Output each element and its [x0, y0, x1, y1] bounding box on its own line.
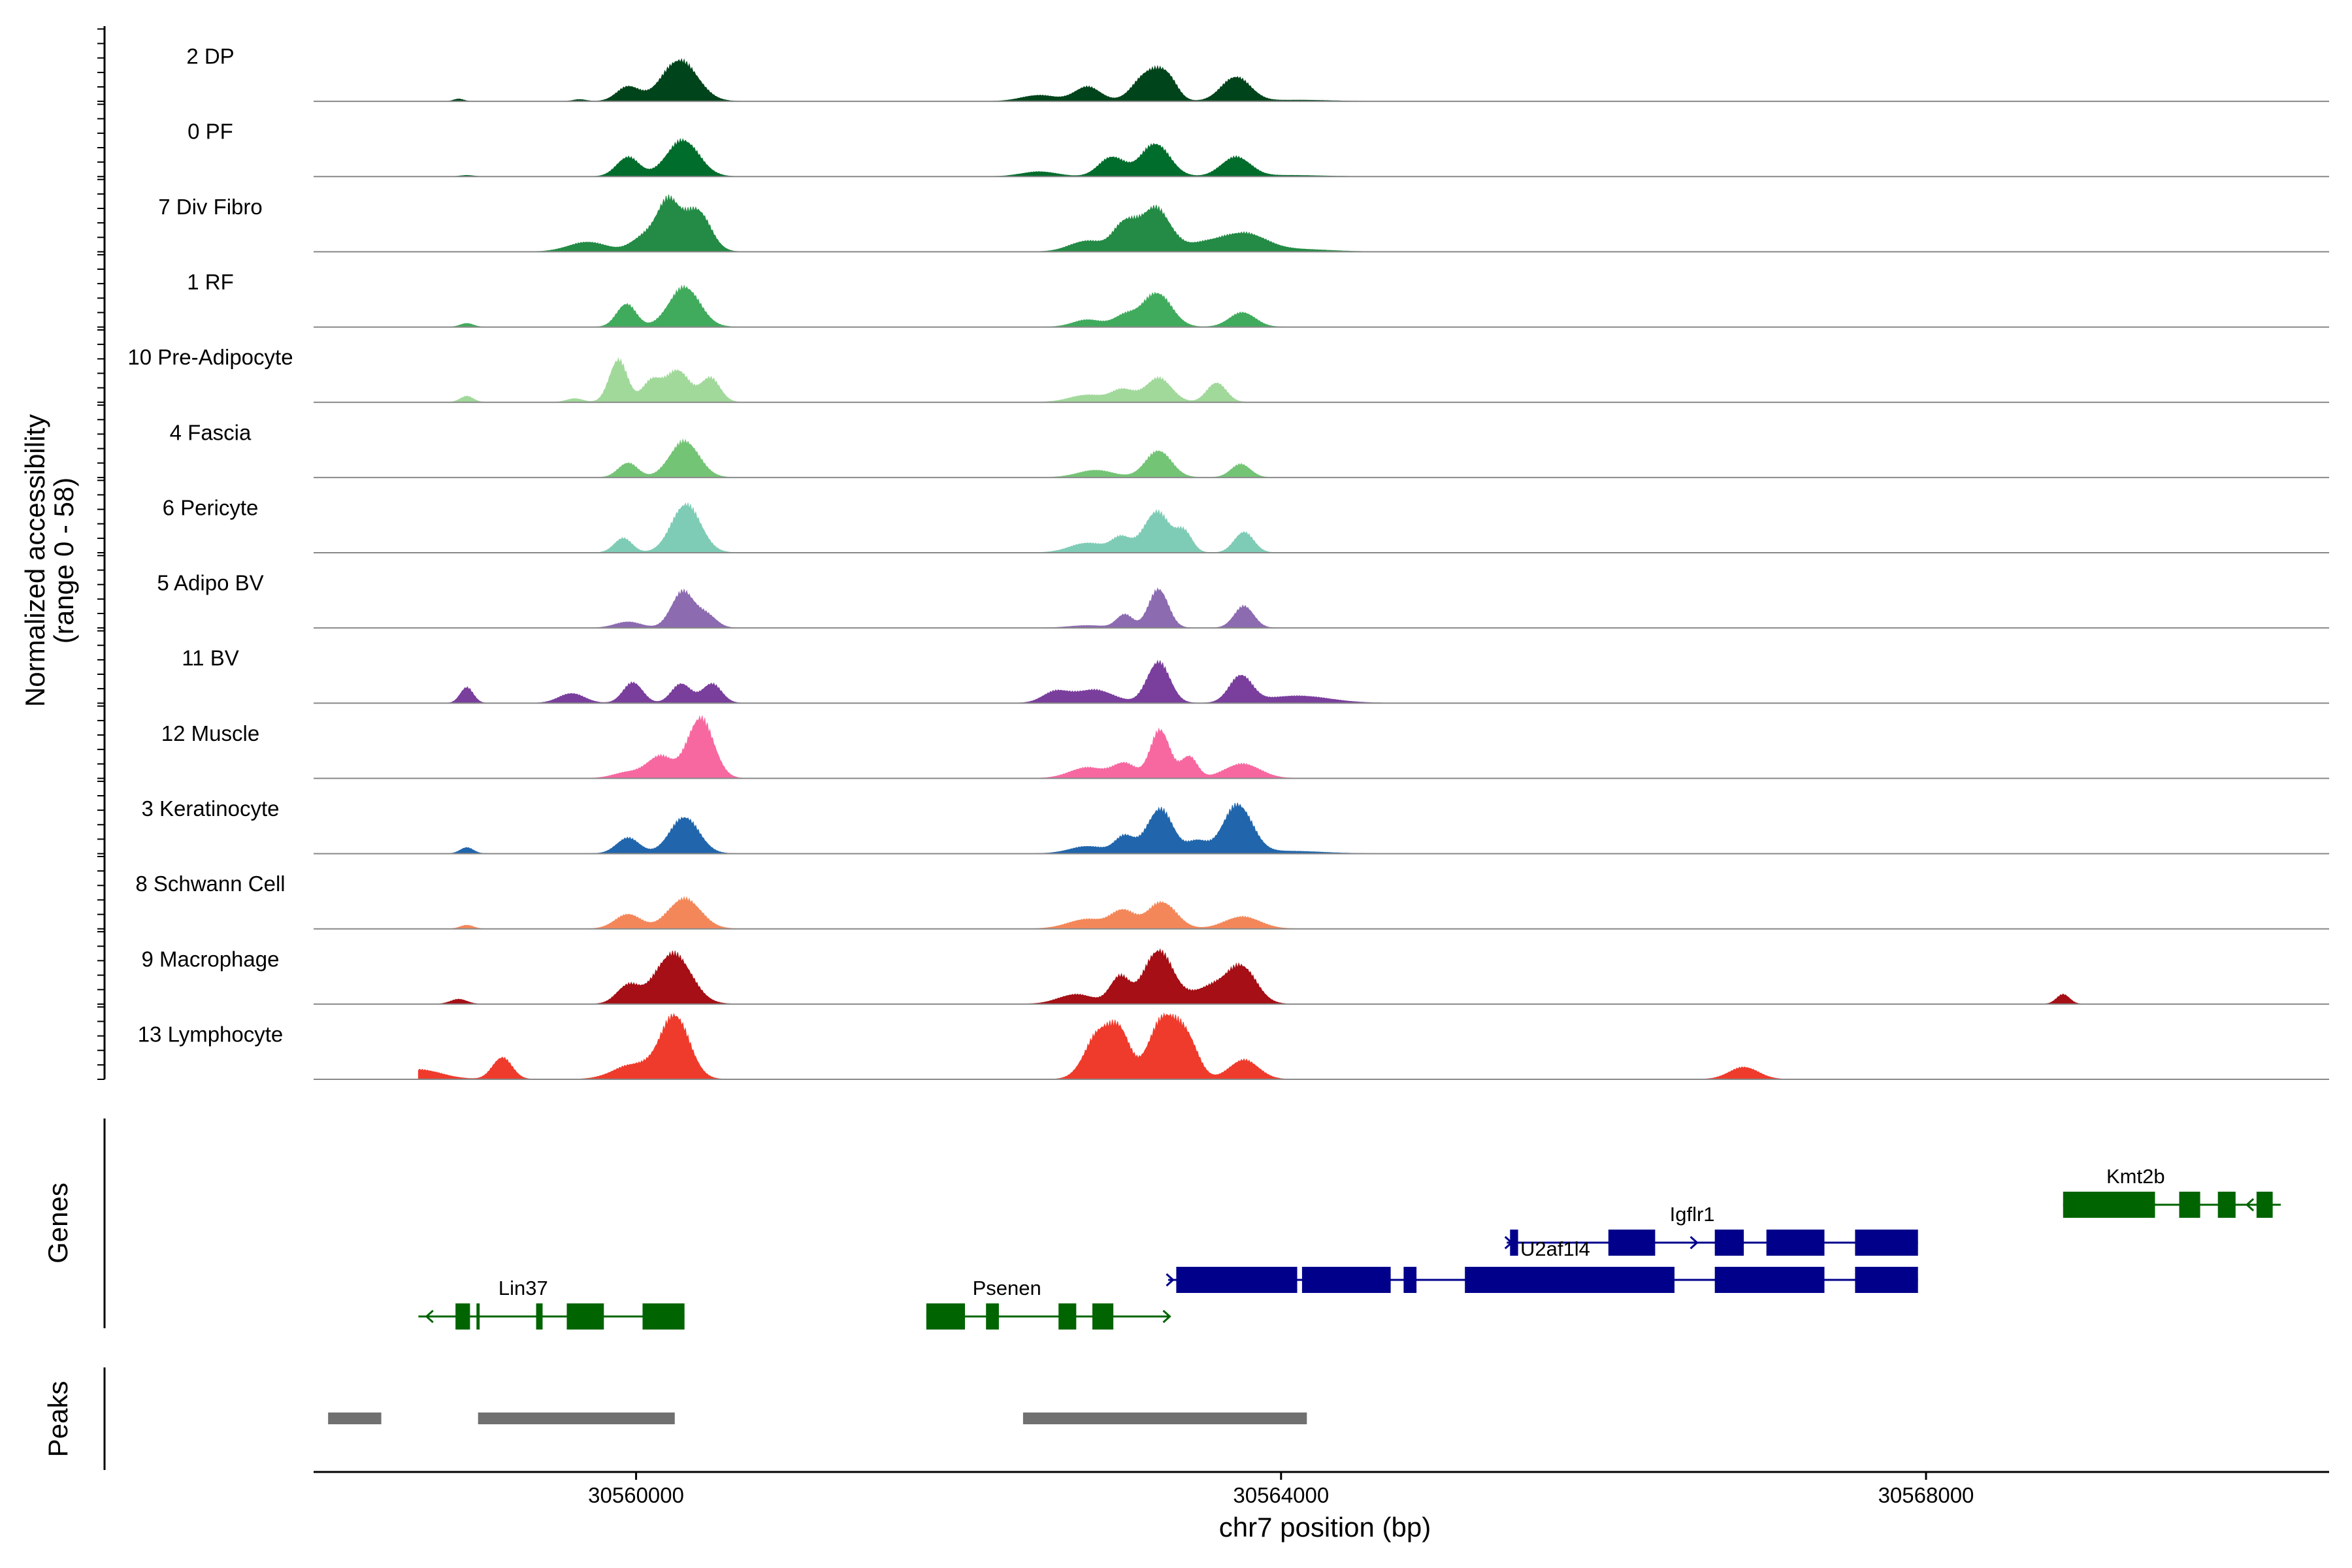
strand-arrow [1162, 1309, 1171, 1324]
genes-panel-label: Genes [42, 1183, 73, 1264]
track-2-dp: 2 DP [186, 44, 2329, 103]
track-4-fascia: 4 Fascia [170, 420, 2329, 478]
track-label-0-pf: 0 PF [188, 120, 233, 144]
gene-exon [1855, 1230, 1918, 1256]
track-0-pf: 0 PF [188, 120, 2329, 178]
track-6-pericyte: 6 Pericyte [163, 495, 2329, 553]
gene-exon [2256, 1192, 2273, 1218]
x-axis: 30560000 30564000 30568000 [314, 1471, 2329, 1507]
gene-exon [1608, 1230, 1656, 1256]
gene-exon [1403, 1267, 1417, 1293]
track-1-rf: 1 RF [187, 270, 2329, 328]
track-9-macrophage: 9 Macrophage [142, 947, 2329, 1005]
track-label-3-keratinocyte: 3 Keratinocyte [142, 796, 280, 821]
track-10-pre-adipocyte: 10 Pre-Adipocyte [127, 345, 2329, 403]
track-11-bv: 11 BV [182, 646, 2329, 704]
gene-exon [2217, 1192, 2236, 1218]
gene-psenen: Psenen [926, 1277, 1171, 1330]
track-12-muscle: 12 Muscle [161, 715, 2329, 779]
gene-exon [536, 1303, 543, 1330]
track-label-13-lymphocyte: 13 Lymphocyte [138, 1022, 284, 1046]
strand-arrow [1166, 1273, 1175, 1287]
gene-igflr1: Igflr1 [1504, 1203, 1918, 1256]
gene-label-u2af1l4: U2af1l4 [1520, 1237, 1590, 1260]
gene-label-psenen: Psenen [973, 1277, 1041, 1299]
track-7-div-fibro: 7 Div Fibro [158, 195, 2329, 253]
peaks-panel-label: Peaks [42, 1381, 73, 1458]
gene-exon [2179, 1192, 2200, 1218]
track-label-11-bv: 11 BV [182, 646, 238, 670]
gene-exon [1766, 1230, 1825, 1256]
gene-exon [1714, 1230, 1744, 1256]
gene-annotation-panel: Lin37 Psenen Igflr1 U2af1l4 Kmt2b [418, 1165, 2281, 1330]
peak-region-bar [1022, 1413, 1307, 1424]
track-13-lymphocyte: 13 Lymphocyte [138, 1012, 2329, 1080]
peak-regions-panel [328, 1413, 1307, 1424]
gene-exon [926, 1303, 965, 1330]
x-axis-title: chr7 position (bp) [1219, 1512, 1431, 1543]
strand-arrow [1690, 1235, 1699, 1250]
track-label-6-pericyte: 6 Pericyte [163, 495, 259, 519]
gene-exon [2063, 1192, 2155, 1218]
track-label-8-schwann-cell: 8 Schwann Cell [135, 872, 285, 896]
track-3-keratinocyte: 3 Keratinocyte [142, 796, 2329, 855]
gene-kmt2b: Kmt2b [2063, 1165, 2281, 1218]
gene-exon [1058, 1303, 1077, 1330]
x-tick-label: 30564000 [1233, 1483, 1329, 1507]
y-axis-title: Normalized accessibility [20, 414, 50, 707]
gene-exon [1092, 1303, 1114, 1330]
gene-lin37: Lin37 [418, 1277, 685, 1330]
y-axis-subtitle: (range 0 - 58) [48, 478, 79, 644]
gene-label-lin37: Lin37 [498, 1277, 548, 1299]
gene-exon [455, 1303, 470, 1330]
gene-exon [476, 1303, 480, 1330]
track-label-12-muscle: 12 Muscle [161, 721, 259, 745]
gene-label-igflr1: Igflr1 [1670, 1203, 1715, 1226]
track-label-2-dp: 2 DP [186, 44, 234, 69]
gene-u2af1l4: U2af1l4 [1166, 1237, 1918, 1293]
strand-arrow [2245, 1198, 2255, 1212]
x-tick-label: 30560000 [588, 1483, 684, 1507]
gene-label-kmt2b: Kmt2b [2106, 1165, 2165, 1188]
track-label-5-adipo-bv: 5 Adipo BV [157, 571, 263, 595]
accessibility-y-axis [97, 26, 106, 1080]
peak-region-bar [478, 1413, 675, 1424]
x-tick-label: 30568000 [1878, 1483, 1974, 1507]
gene-exon [1855, 1267, 1918, 1293]
strand-arrow [1504, 1235, 1513, 1250]
track-label-10-pre-adipocyte: 10 Pre-Adipocyte [127, 345, 293, 369]
track-8-schwann-cell: 8 Schwann Cell [135, 872, 2329, 930]
track-label-7-div-fibro: 7 Div Fibro [158, 195, 263, 219]
strand-arrow [425, 1309, 434, 1324]
track-5-adipo-bv: 5 Adipo BV [157, 571, 2329, 629]
gene-exon [642, 1303, 685, 1330]
gene-exon [986, 1303, 999, 1330]
track-label-4-fascia: 4 Fascia [170, 420, 252, 444]
track-label-9-macrophage: 9 Macrophage [142, 947, 280, 971]
strand-arrow [586, 1309, 595, 1324]
peak-region-bar [328, 1413, 382, 1424]
gene-exon [566, 1303, 604, 1330]
gene-exon [1301, 1267, 1391, 1293]
track-label-1-rf: 1 RF [187, 270, 234, 294]
gene-exon [1510, 1230, 1518, 1256]
gene-exon [1176, 1267, 1298, 1293]
coverage-tracks: 2 DP 0 PF 7 Div Fibro 1 RF 10 Pre-Adipocyte 4… [127, 44, 2329, 1080]
gene-exon [1465, 1267, 1674, 1293]
gene-exon [1714, 1267, 1825, 1293]
